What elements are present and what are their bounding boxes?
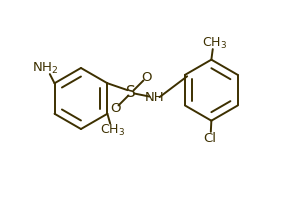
Text: CH$_3$: CH$_3$ bbox=[100, 123, 126, 138]
Text: O: O bbox=[141, 71, 151, 84]
Text: S: S bbox=[126, 85, 136, 100]
Text: NH: NH bbox=[145, 91, 164, 104]
Text: CH$_3$: CH$_3$ bbox=[202, 35, 227, 51]
Text: Cl: Cl bbox=[203, 132, 216, 145]
Text: NH$_2$: NH$_2$ bbox=[32, 60, 58, 75]
Text: O: O bbox=[110, 102, 121, 115]
